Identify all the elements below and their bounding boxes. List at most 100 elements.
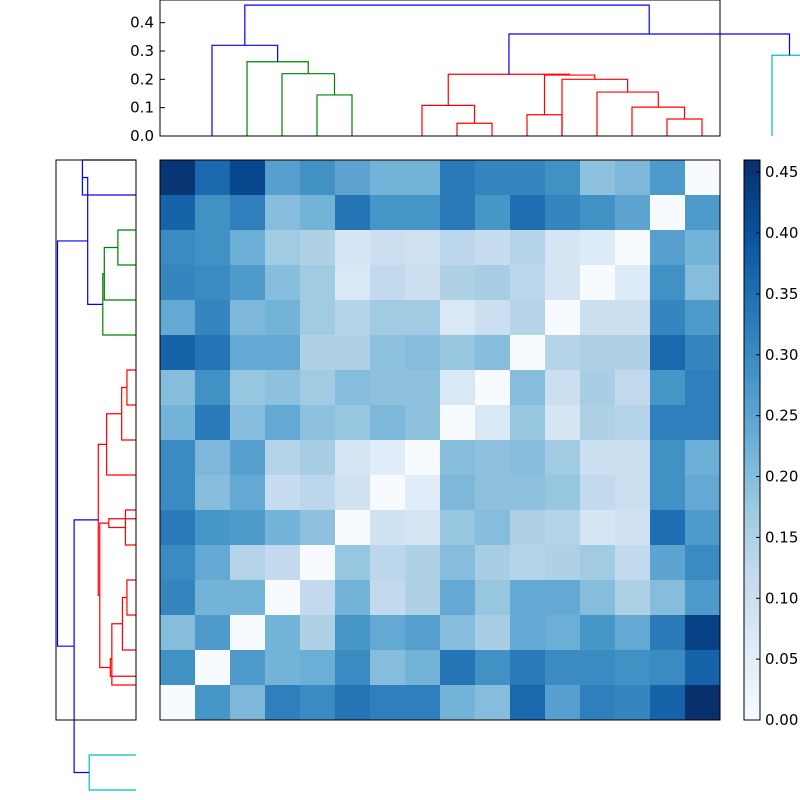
heatmap-cell [405, 545, 441, 581]
heatmap-cell [335, 545, 371, 581]
heatmap-cell [615, 685, 651, 721]
heatmap-cell [580, 440, 616, 476]
heatmap [159, 159, 721, 721]
heatmap-cell [230, 370, 266, 406]
heatmap-cell [265, 545, 301, 581]
heatmap-cell [545, 195, 581, 231]
heatmap-cell [405, 300, 441, 336]
heatmap-cell [650, 545, 686, 581]
heatmap-cells [160, 160, 721, 721]
heatmap-cell [685, 440, 721, 476]
heatmap-cell [510, 475, 546, 511]
heatmap-cell [160, 300, 196, 336]
heatmap-cell [335, 230, 371, 266]
heatmap-cell [335, 370, 371, 406]
heatmap-cell [440, 300, 476, 336]
heatmap-cell [300, 405, 336, 441]
heatmap-cell [370, 615, 406, 651]
heatmap-cell [265, 335, 301, 371]
heatmap-cell [370, 335, 406, 371]
heatmap-cell [195, 265, 231, 301]
heatmap-cell [300, 230, 336, 266]
heatmap-cell [265, 440, 301, 476]
heatmap-cell [300, 335, 336, 371]
heatmap-cell [370, 195, 406, 231]
heatmap-cell [545, 615, 581, 651]
heatmap-cell [440, 545, 476, 581]
heatmap-cell [545, 440, 581, 476]
heatmap-cell [650, 685, 686, 721]
heatmap-cell [335, 650, 371, 686]
heatmap-cell [475, 580, 511, 616]
heatmap-cell [510, 580, 546, 616]
heatmap-cell [335, 195, 371, 231]
dendrogram-link [281, 73, 336, 136]
heatmap-cell [195, 545, 231, 581]
heatmap-cell [230, 160, 266, 196]
heatmap-cell [580, 195, 616, 231]
colorbar-tick-label: 0.45 [765, 163, 798, 181]
heatmap-cell [475, 545, 511, 581]
heatmap-cell [440, 475, 476, 511]
heatmap-cell [370, 370, 406, 406]
heatmap-cell [265, 650, 301, 686]
heatmap-cell [440, 335, 476, 371]
heatmap-cell [580, 300, 616, 336]
heatmap-cell [475, 370, 511, 406]
top-dendrogram: 0.0 0.1 0.2 0.3 0.4 [130, 0, 800, 145]
heatmap-cell [685, 545, 721, 581]
left-dendrogram-frame [55, 159, 137, 721]
left-dendrogram-links [56, 159, 136, 791]
colorbar-ticks: 0.00 0.05 0.10 0.15 0.20 0.25 0.30 0.35 0.40 0.45 [756, 163, 798, 729]
heatmap-cell [265, 510, 301, 546]
heatmap-cell [685, 685, 721, 721]
heatmap-cell [230, 230, 266, 266]
heatmap-cell [615, 370, 651, 406]
heatmap-cell [160, 370, 196, 406]
heatmap-cell [615, 580, 651, 616]
heatmap-cell [440, 650, 476, 686]
heatmap-cell [370, 440, 406, 476]
dendrogram-link [56, 240, 88, 647]
heatmap-cell [580, 335, 616, 371]
heatmap-cell [615, 195, 651, 231]
heatmap-cell [440, 580, 476, 616]
heatmap-cell [685, 195, 721, 231]
heatmap-cell [195, 685, 231, 721]
top-dendrogram-frame [159, 0, 721, 137]
heatmap-cell [335, 405, 371, 441]
heatmap-cell [685, 405, 721, 441]
heatmap-cell [510, 370, 546, 406]
y-tick-label: 0.1 [130, 99, 154, 117]
heatmap-cell [160, 405, 196, 441]
heatmap-cell [195, 615, 231, 651]
heatmap-cell [230, 440, 266, 476]
heatmap-cell [265, 230, 301, 266]
heatmap-cell [230, 195, 266, 231]
colorbar-tick-label: 0.10 [765, 589, 798, 607]
heatmap-cell [265, 685, 301, 721]
heatmap-cell [475, 615, 511, 651]
heatmap-cell [265, 370, 301, 406]
colorbar: 0.00 0.05 0.10 0.15 0.20 0.25 0.30 0.35 0.40 0.45 [743, 159, 798, 729]
heatmap-cell [195, 510, 231, 546]
heatmap-cell [230, 580, 266, 616]
heatmap-cell [510, 195, 546, 231]
heatmap-cell [545, 405, 581, 441]
y-tick-label: 0.0 [130, 127, 154, 145]
heatmap-cell [475, 335, 511, 371]
heatmap-cell [265, 580, 301, 616]
heatmap-cell [405, 265, 441, 301]
heatmap-cell [265, 615, 301, 651]
y-tick-label: 0.2 [130, 70, 154, 88]
heatmap-cell [195, 650, 231, 686]
left-dendrogram [55, 159, 137, 791]
heatmap-cell [405, 510, 441, 546]
dendrogram-link [316, 94, 353, 136]
heatmap-cell [650, 335, 686, 371]
heatmap-cell [615, 615, 651, 651]
heatmap-cell [405, 160, 441, 196]
heatmap-cell [300, 265, 336, 301]
heatmap-cell [440, 405, 476, 441]
heatmap-cell [475, 405, 511, 441]
